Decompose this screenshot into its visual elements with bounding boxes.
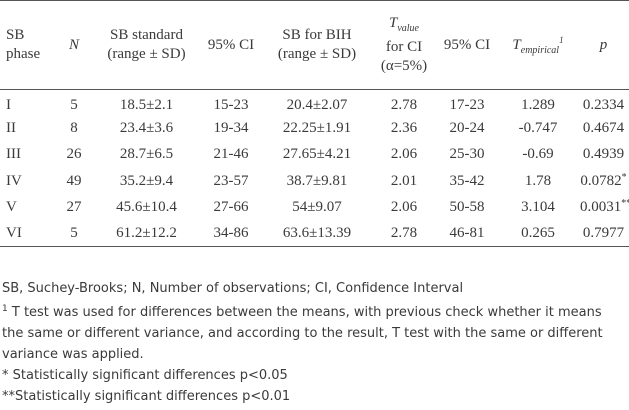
tempirical-footnote-mark: 1 <box>559 34 564 45</box>
significance-marker: * <box>621 172 627 184</box>
tvalue-for-ci: for CI <box>385 39 423 55</box>
cell-p: 0.4939 <box>578 142 629 168</box>
significance-note-001: **Statistically significant differences … <box>2 389 291 404</box>
table-notes: SB, Suchey-Brooks; N, Number of observat… <box>2 278 627 407</box>
table-row: V 27 45.6±10.4 27-66 54±9.07 2.06 50-58 3.104 0.… <box>0 194 629 220</box>
statistics-table: SB phase N SB standard (range ± SD) 95% … <box>0 0 629 247</box>
cell-sb-standard: 35.2±9.4 <box>119 172 174 189</box>
col-header-tempirical: Tempirical1 <box>498 1 578 90</box>
p-value: 0.4939 <box>582 146 625 163</box>
footnote-1: 1 T test was used for differences betwee… <box>2 299 627 365</box>
col-header-95ci-standard: 95% CI <box>207 36 255 53</box>
p-value: 0.0782 <box>580 173 622 190</box>
cell-tempirical: 0.265 <box>521 224 555 241</box>
cell-p: 0.0031** <box>578 194 629 220</box>
col-header-sb-phase: SB phase <box>6 27 41 62</box>
cell-sb-standard: 61.2±12.2 <box>116 224 177 241</box>
cell-95ci-standard: 27-66 <box>213 198 249 215</box>
cell-p: 0.2334 <box>578 90 629 116</box>
p-value: 0.2334 <box>582 97 625 114</box>
cell-tempirical: 1.78 <box>524 172 552 189</box>
cell-95ci-standard: 19-34 <box>213 120 249 137</box>
cell-tempirical: -0.69 <box>522 146 554 163</box>
cell-sb-bih: 22.25±1.91 <box>282 120 352 137</box>
cell-n: 49 <box>66 172 82 189</box>
col-header-sb-standard: SB standard (range ± SD) <box>107 27 186 62</box>
cell-sb-bih: 38.7±9.81 <box>286 172 348 189</box>
header-row: SB phase N SB standard (range ± SD) 95% … <box>0 0 629 90</box>
footnote-text: T test was used for differences between … <box>2 305 603 362</box>
p-value: 0.7977 <box>582 224 625 241</box>
table-row: VI 5 61.2±12.2 34-86 63.6±13.39 2.78 46-81 0.26… <box>0 220 629 247</box>
abbreviations-note: SB, Suchey-Brooks; N, Number of observat… <box>2 281 464 296</box>
cell-95ci-bih: 25-30 <box>449 146 485 163</box>
cell-tvalue: 2.06 <box>390 146 418 163</box>
col-header-sb-bih: SB for BIH (range ± SD) <box>277 27 357 62</box>
p-value: 0.0031 <box>580 199 622 216</box>
cell-95ci-bih: 20-24 <box>449 120 485 137</box>
cell-sb-phase: VI <box>6 224 22 241</box>
cell-tvalue: 2.78 <box>390 224 418 241</box>
tvalue-subscript: value <box>397 23 419 34</box>
cell-n: 26 <box>66 146 82 163</box>
cell-95ci-bih: 50-58 <box>449 198 485 215</box>
cell-sb-phase: II <box>6 120 16 137</box>
cell-95ci-standard: 34-86 <box>213 224 249 241</box>
cell-p: 0.0782* <box>578 168 629 194</box>
table-header: SB phase N SB standard (range ± SD) 95% … <box>0 0 629 90</box>
cell-tvalue: 2.36 <box>390 120 418 137</box>
cell-n: 8 <box>70 120 78 137</box>
cell-sb-standard: 28.7±6.5 <box>119 146 174 163</box>
cell-sb-bih: 20.4±2.07 <box>286 97 348 114</box>
footnote-mark: 1 <box>2 304 8 314</box>
cell-95ci-standard: 23-57 <box>213 172 249 189</box>
col-header-95ci-bih: 95% CI <box>443 36 491 53</box>
col-header-p: p <box>599 36 608 53</box>
cell-sb-phase: I <box>6 97 11 114</box>
cell-95ci-bih: 46-81 <box>449 224 485 241</box>
cell-tempirical: 3.104 <box>521 198 555 215</box>
table-row: II 8 23.4±3.6 19-34 22.25±1.91 2.36 20-24 -0.74… <box>0 116 629 142</box>
cell-n: 27 <box>66 198 82 215</box>
table-body: I 5 18.5±2.1 15-23 20.4±2.07 2.78 17-23 1.289 0.… <box>0 90 629 247</box>
cell-sb-phase: III <box>6 146 21 163</box>
cell-sb-standard: 23.4±3.6 <box>119 120 174 137</box>
cell-sb-standard: 45.6±10.4 <box>116 198 177 215</box>
table-row: III 26 28.7±6.5 21-46 27.65±4.21 2.06 25-30 -0.… <box>0 142 629 168</box>
cell-sb-standard: 18.5±2.1 <box>119 97 174 114</box>
cell-tvalue: 2.78 <box>390 97 418 114</box>
cell-95ci-standard: 21-46 <box>213 146 249 163</box>
cell-p: 0.7977 <box>578 220 629 246</box>
p-value: 0.4674 <box>582 120 625 137</box>
tvalue-alpha: (α=5%) <box>380 58 428 74</box>
table-row: I 5 18.5±2.1 15-23 20.4±2.07 2.78 17-23 1.289 0.… <box>0 90 629 116</box>
significance-marker: ** <box>621 198 629 210</box>
cell-tvalue: 2.06 <box>390 198 418 215</box>
tempirical-symbol: T <box>512 36 521 53</box>
cell-95ci-bih: 17-23 <box>449 97 485 114</box>
cell-sb-phase: V <box>6 198 17 215</box>
cell-95ci-standard: 15-23 <box>213 97 249 114</box>
cell-sb-bih: 63.6±13.39 <box>282 224 352 241</box>
cell-p: 0.4674 <box>578 116 629 142</box>
tvalue-symbol: T <box>389 15 398 31</box>
significance-note-005: * Statistically significant differences … <box>2 368 288 383</box>
cell-n: 5 <box>70 224 78 241</box>
cell-n: 5 <box>70 97 78 114</box>
table-row: IV 49 35.2±9.4 23-57 38.7±9.81 2.01 35-42 1.78 0… <box>0 168 629 194</box>
cell-95ci-bih: 35-42 <box>449 172 485 189</box>
col-header-n: N <box>68 36 79 53</box>
cell-sb-bih: 54±9.07 <box>292 198 342 215</box>
cell-sb-phase: IV <box>6 172 22 189</box>
col-header-tvalue: Tvalue for CI (α=5%) <box>372 1 436 90</box>
cell-tempirical: -0.747 <box>518 120 558 137</box>
tempirical-subscript: empirical <box>520 44 560 56</box>
cell-tempirical: 1.289 <box>521 97 555 114</box>
cell-sb-bih: 27.65±4.21 <box>282 146 352 163</box>
cell-tvalue: 2.01 <box>390 172 418 189</box>
